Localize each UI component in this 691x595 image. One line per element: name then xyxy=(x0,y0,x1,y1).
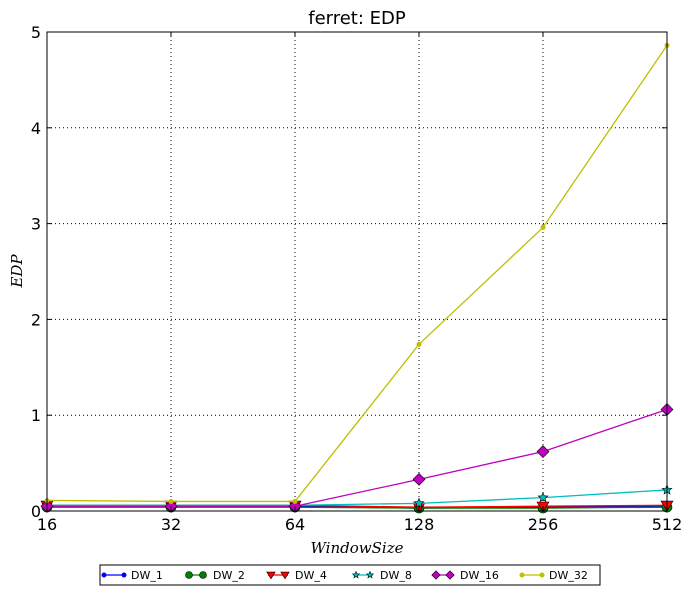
y-axis-label: EDP xyxy=(8,254,26,289)
data-point xyxy=(539,572,545,578)
series-layer xyxy=(40,42,674,514)
data-point xyxy=(101,572,107,578)
data-point xyxy=(537,491,549,503)
data-point xyxy=(412,472,426,486)
data-point xyxy=(266,571,276,580)
legend-label: DW_2 xyxy=(213,569,245,582)
x-axis-label: WindowSize xyxy=(311,539,404,557)
legend-label: DW_8 xyxy=(380,569,412,582)
data-point xyxy=(199,571,207,579)
legend-label: DW_16 xyxy=(460,569,499,582)
legend-entry: DW_16 xyxy=(431,569,499,582)
data-point xyxy=(292,498,298,504)
data-point xyxy=(519,572,525,578)
series-line xyxy=(47,506,668,509)
data-point xyxy=(365,570,375,579)
data-point xyxy=(416,341,422,347)
ticks xyxy=(46,31,668,512)
y-tick-label: 4 xyxy=(31,119,41,138)
data-point xyxy=(431,570,441,580)
data-point xyxy=(351,570,361,579)
data-point xyxy=(536,445,550,459)
legend-label: DW_4 xyxy=(295,569,327,582)
y-tick-label: 0 xyxy=(31,502,41,521)
x-tick-label: 512 xyxy=(652,515,683,534)
y-tick-labels: 0 1 2 3 4 5 xyxy=(31,23,41,521)
x-tick-label: 16 xyxy=(37,515,57,534)
legend-label: DW_32 xyxy=(549,569,588,582)
series-dw-32 xyxy=(44,42,670,504)
legend-label: DW_1 xyxy=(131,569,163,582)
legend-entry: DW_1 xyxy=(101,569,163,582)
x-tick-label: 64 xyxy=(285,515,305,534)
legend-entry: DW_4 xyxy=(266,569,327,582)
y-tick-label: 2 xyxy=(31,310,41,329)
grid xyxy=(47,32,667,511)
series-dw-16 xyxy=(40,403,674,513)
chart-title: ferret: EDP xyxy=(308,8,406,29)
legend-entry: DW_32 xyxy=(519,569,588,582)
data-point xyxy=(445,570,455,580)
series-line xyxy=(46,45,668,503)
series-line xyxy=(47,408,668,507)
y-tick-label: 3 xyxy=(31,215,41,234)
y-tick-label: 1 xyxy=(31,406,41,425)
legend: DW_1 DW_2 DW_4 DW_8 DW_16 DW_32 xyxy=(99,564,601,586)
legend-entry: DW_8 xyxy=(351,569,412,582)
x-tick-label: 32 xyxy=(161,515,181,534)
y-tick-label: 5 xyxy=(31,23,41,42)
data-point xyxy=(121,572,127,578)
data-point xyxy=(540,224,546,230)
data-point xyxy=(185,571,193,579)
series-line xyxy=(47,489,668,506)
data-point xyxy=(413,497,425,509)
x-tick-label: 256 xyxy=(528,515,559,534)
data-point xyxy=(168,498,174,504)
legend-box xyxy=(99,564,601,586)
legend-entry: DW_2 xyxy=(185,569,245,582)
x-tick-labels: 16 32 64 128 256 512 xyxy=(37,515,682,534)
data-point xyxy=(280,571,290,580)
x-tick-label: 128 xyxy=(404,515,435,534)
plot-frame xyxy=(46,31,668,512)
